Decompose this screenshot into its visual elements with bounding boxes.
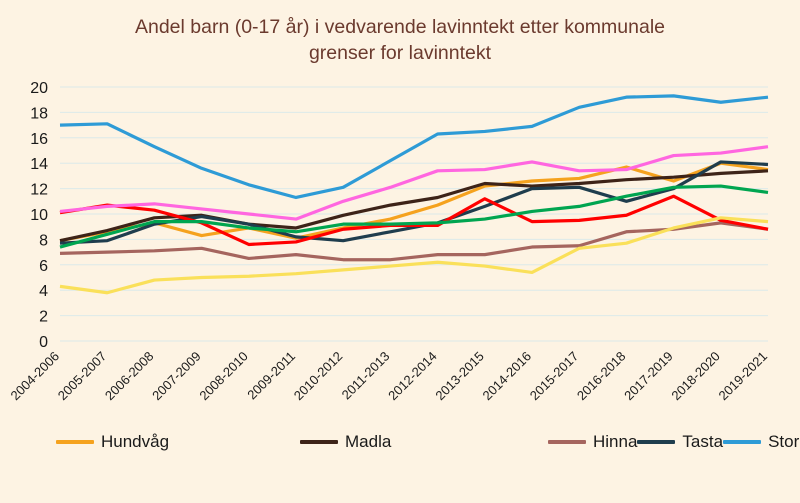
series-line-rennesøy [59,216,769,295]
y-axis-tick-label: 10 [30,207,48,224]
y-axis-tick-label: 14 [30,156,48,173]
x-axis-tick-label: 2009-2011 [244,349,298,403]
y-axis-tick-label: 20 [30,80,48,97]
line-chart-plot: 0 2 4 6 8 10 12 14 16 18 20 2004-20062005-20072006… [8,80,771,404]
y-axis-tick-labels: 0 2 4 6 8 10 12 14 16 18 20 [30,80,48,351]
page-title: Andel barn (0-17 år) i vedvarende lavinn… [134,16,666,64]
y-axis-tick-label: 6 [39,258,48,275]
y-axis-tick-label: 12 [30,182,48,199]
x-axis-tick-label: 2010-2012 [291,349,346,404]
y-axis-tick-label: 4 [39,283,48,300]
data-series-group [59,94,769,295]
legend-item-label: Tasta [682,432,724,451]
x-axis-tick-label: 2015-2017 [527,349,582,404]
x-axis-tick-label: 2013-2015 [432,349,487,404]
legend-item[interactable]: Madla [300,430,548,454]
x-axis-tick-label: 2008-2010 [196,349,251,404]
legend-item-label: Storhaug [768,432,800,451]
series-line-hinna [59,221,769,262]
legend-color-swatch [300,440,338,444]
x-axis-tick-label: 2016-2018 [574,349,629,404]
legend-item-label: Hinna [593,432,638,451]
y-axis-tick-label: 16 [30,131,48,148]
legend-color-swatch [56,440,94,444]
x-axis-tick-label: 2019-2021 [716,349,771,404]
y-axis-tick-label: 2 [39,309,48,326]
series-line-finnøy [59,194,769,247]
x-axis-tick-label: 2004-2006 [8,349,63,404]
legend-color-swatch [637,440,676,444]
legend-item-label: Madla [345,432,392,451]
x-axis-tick-label: 2006-2008 [102,349,157,404]
x-axis-tick-label: 2012-2014 [385,349,440,404]
x-axis-tick-label: 2014-2016 [480,349,535,404]
series-line-storhaug [59,94,769,200]
legend-item-label: Hundvåg [101,432,170,451]
legend-item[interactable]: Tasta [637,430,723,454]
y-axis-tick-label: 8 [39,232,48,249]
series-line-hundvåg [59,161,769,243]
x-axis-tick-label: 2017-2019 [621,349,676,404]
legend-item[interactable]: Hundvåg [56,430,300,454]
x-axis-tick-label: 2007-2009 [149,349,204,404]
x-axis-tick-label: 2011-2013 [339,349,393,403]
legend-item[interactable]: Storhaug [723,430,800,454]
series-line-hillevåg [59,145,769,221]
y-axis-tick-label: 0 [39,334,48,351]
x-axis-tick-label: 2005-2007 [55,349,110,404]
chart-legend: HundvågMadlaHinnaTastaStorhaugFinnøyEiga… [56,430,800,454]
series-line-eiganes-og-våland [59,184,769,249]
legend-color-swatch [723,440,762,444]
x-axis-tick-labels: 2004-20062005-20072006-20082007-20092008… [8,349,771,404]
legend-color-swatch [548,440,586,444]
legend-item[interactable]: Hinna [548,430,637,454]
gridlines [60,86,768,342]
y-axis-tick-label: 18 [30,105,48,122]
x-axis-tick-label: 2018-2020 [668,349,723,404]
